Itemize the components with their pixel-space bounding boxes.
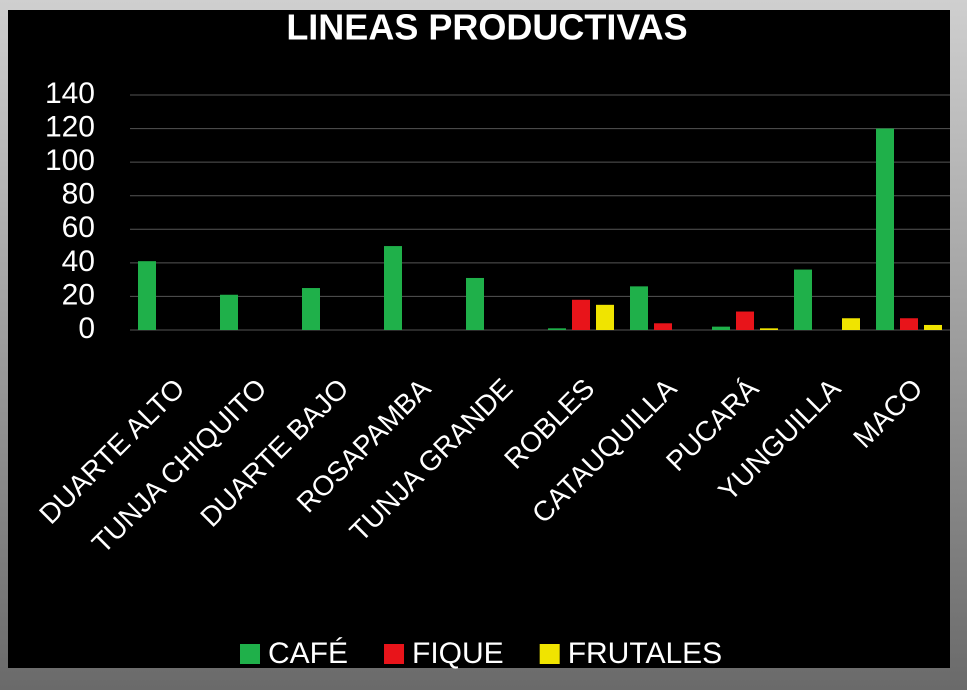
y-tick-label: 100 bbox=[45, 144, 95, 177]
bar bbox=[924, 324, 942, 330]
y-tick-label: 0 bbox=[78, 312, 95, 345]
bar bbox=[466, 277, 484, 330]
y-tick-label: 80 bbox=[62, 178, 95, 211]
legend-swatch bbox=[384, 644, 405, 664]
bar bbox=[572, 299, 590, 330]
legend-swatch bbox=[539, 644, 560, 664]
bar bbox=[736, 311, 754, 330]
y-tick-label: 40 bbox=[62, 245, 95, 278]
bar bbox=[630, 286, 648, 330]
bar bbox=[596, 304, 614, 330]
bar bbox=[794, 269, 812, 330]
bar bbox=[654, 323, 672, 330]
chart-title: LINEAS PRODUCTIVAS bbox=[286, 7, 687, 48]
y-tick-label: 60 bbox=[62, 211, 95, 244]
bar bbox=[876, 128, 894, 330]
legend-swatch bbox=[240, 644, 260, 664]
bar bbox=[760, 328, 778, 330]
bar bbox=[384, 246, 402, 330]
legend-label: FIQUE bbox=[412, 637, 504, 670]
bar bbox=[548, 328, 566, 330]
y-tick-label: 140 bbox=[45, 77, 95, 110]
y-tick-label: 20 bbox=[62, 278, 95, 311]
bar bbox=[138, 261, 156, 330]
legend-label: CAFÉ bbox=[268, 637, 348, 670]
bar bbox=[842, 318, 860, 330]
bar bbox=[220, 294, 238, 330]
legend-label: FRUTALES bbox=[568, 637, 722, 670]
plot-panel bbox=[8, 10, 950, 668]
bar bbox=[900, 318, 918, 330]
bar bbox=[302, 288, 320, 330]
bar bbox=[712, 326, 730, 330]
y-tick-label: 120 bbox=[45, 110, 95, 143]
